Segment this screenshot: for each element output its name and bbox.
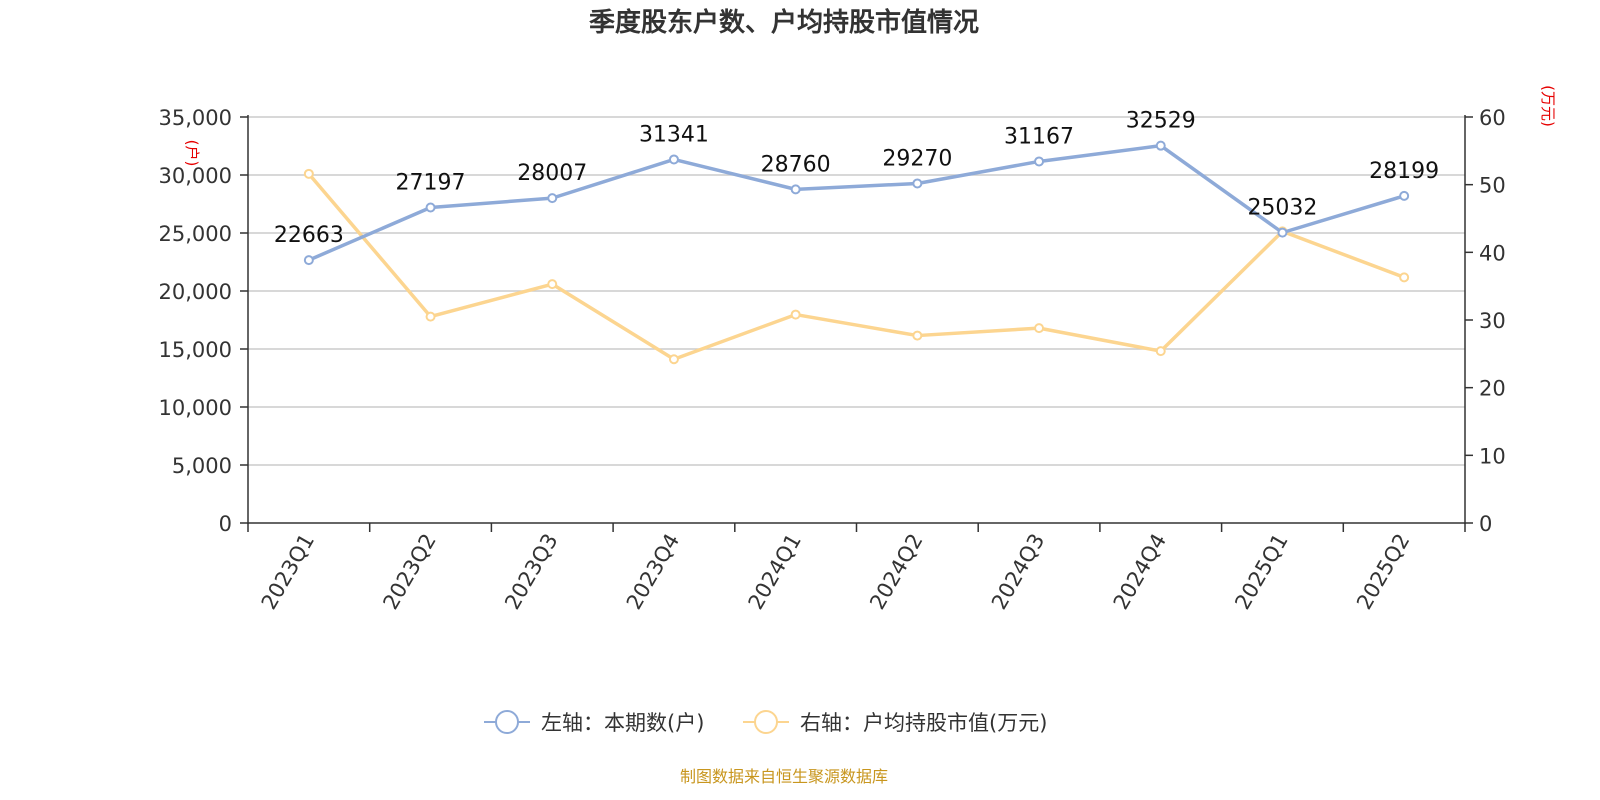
data-point-2 [425,311,436,322]
x-tick-label: 2023Q3 [500,530,562,614]
series-line-2 [307,172,1405,361]
data-point-2 [1034,323,1045,334]
data-point-1 [790,184,801,195]
data-point-1 [668,154,679,165]
left-tick-label: 35,000 [159,106,232,130]
data-labels: 22663 27197 28007 31341 28760 29270 31167 32529… [274,109,1439,248]
data-label: 28760 [761,152,831,177]
data-label: 22663 [274,223,344,248]
left-axis-unit: (户) [183,140,201,167]
legend-item-series-1[interactable]: 左轴：本期数(户) [484,710,704,735]
data-point-2 [1399,272,1410,283]
legend-label-series-2: 右轴：户均持股市值(万元) [800,711,1047,735]
data-label: 32529 [1126,109,1196,134]
data-point-2 [1155,346,1166,357]
x-tick-label: 2024Q1 [744,530,806,614]
x-tick-label: 2024Q3 [987,530,1049,614]
data-label: 31341 [639,122,709,147]
data-point-1 [547,193,558,204]
legend-marker-series-1 [495,710,519,734]
data-point-1 [912,178,923,189]
data-point-1 [303,255,314,266]
axes: 0 5,000 10,000 15,000 20,000 25,000 30,000 35,0… [159,106,1506,614]
right-tick-label: 50 [1479,174,1506,198]
left-tick-label: 5,000 [172,454,232,478]
right-tick-label: 20 [1479,377,1506,401]
x-tick-label: 2023Q1 [257,530,319,614]
right-axis-unit: (万元) [1539,85,1557,127]
left-tick-label: 0 [219,512,232,536]
data-point-1 [1277,227,1288,238]
legend-marker-series-2 [754,710,778,734]
source-note: 制图数据来自恒生聚源数据库 [680,767,888,786]
data-label: 28007 [517,161,587,186]
data-point-2 [912,330,923,341]
left-tick-label: 25,000 [159,222,232,246]
x-tick-label: 2023Q2 [378,530,440,614]
series-group [303,140,1410,365]
x-tick-label: 2023Q4 [622,530,684,614]
data-label: 31167 [1004,124,1074,149]
data-point-2 [303,168,314,179]
data-label: 25032 [1247,196,1317,221]
x-tick-label: 2024Q2 [865,530,927,614]
left-tick-label: 30,000 [159,164,232,188]
data-point-1 [425,202,436,213]
right-tick-label: 0 [1479,512,1492,536]
chart-title: 季度股东户数、户均持股市值情况 [589,7,979,38]
x-tick-label: 2025Q1 [1230,530,1292,614]
data-point-1 [1155,140,1166,151]
data-label: 27197 [396,171,466,196]
data-point-1 [1399,190,1410,201]
right-tick-label: 60 [1479,106,1506,130]
left-tick-label: 15,000 [159,338,232,362]
legend: 左轴：本期数(户) 右轴：户均持股市值(万元) [484,710,1047,735]
data-point-2 [790,309,801,320]
left-tick-label: 10,000 [159,396,232,420]
series-line-1 [308,143,1405,262]
data-label: 28199 [1369,159,1439,184]
data-point-1 [1034,156,1045,167]
data-point-2 [668,354,679,365]
x-tick-label: 2024Q4 [1109,530,1171,614]
data-point-2 [547,279,558,290]
legend-item-series-2[interactable]: 右轴：户均持股市值(万元) [743,710,1047,735]
right-tick-label: 10 [1479,444,1506,468]
right-tick-label: 30 [1479,309,1506,333]
grid-lines [248,116,1465,466]
right-tick-label: 40 [1479,241,1506,265]
x-tick-label: 2025Q2 [1352,530,1414,614]
legend-label-series-1: 左轴：本期数(户) [541,711,704,735]
left-tick-label: 20,000 [159,280,232,304]
data-label: 29270 [882,146,952,171]
